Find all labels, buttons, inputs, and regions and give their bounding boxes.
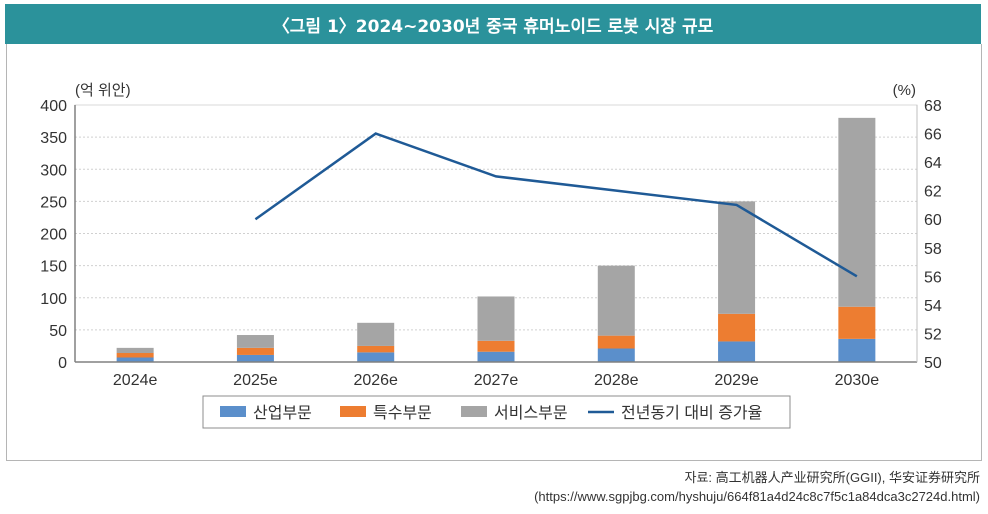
bar-segment: [116, 353, 154, 358]
y-left-tick-label: 50: [49, 323, 67, 340]
bar-segment: [236, 354, 274, 362]
x-tick-label: 2026e: [353, 372, 398, 389]
chart: (억 위안) (%) 0 50 100 150 200 250 300 350 400 50 52 5…: [40, 82, 942, 429]
growth-rate-line: [254, 132, 858, 278]
y-left-tick-label: 200: [40, 227, 67, 244]
source-citation: 자료: 高工机器人产业研究所(GGII), 华安证券研究所: [684, 470, 980, 485]
bar-segment: [718, 313, 756, 342]
y-left-tick-label: 250: [40, 194, 67, 211]
y-right-tick-label: 66: [924, 127, 942, 144]
y-left-tick-label: 300: [40, 162, 67, 179]
y-left-tick-label: 350: [40, 130, 67, 147]
y-right-tick-label: 60: [924, 212, 942, 229]
bar-segment: [357, 352, 395, 362]
y-right-tick-label: 68: [924, 98, 942, 115]
bar-segment: [597, 335, 635, 349]
y-left-tick-label: 0: [58, 355, 67, 372]
y-left-tick-label: 150: [40, 259, 67, 276]
figure-title: 〈그림 1〉2024~2030년 중국 휴머노이드 로봇 시장 규모: [5, 4, 981, 44]
legend-swatch: [220, 406, 246, 417]
x-tick-label: 2029e: [714, 372, 759, 389]
bar-segment: [357, 345, 395, 353]
y-right-tick-label: 52: [924, 326, 942, 343]
bar-segment: [838, 338, 876, 362]
legend-box: [202, 395, 791, 429]
bar-segment: [357, 322, 395, 346]
bar-segment: [718, 201, 756, 314]
legend-label: 전년동기 대비 증가율: [621, 404, 762, 422]
x-tick-label: 2024e: [113, 372, 158, 389]
bar-segment: [718, 341, 756, 362]
y-left-tick-label: 100: [40, 291, 67, 308]
x-tick-label: 2027e: [474, 372, 519, 389]
legend-label: 서비스부문: [494, 404, 568, 422]
x-tick-label: 2030e: [835, 372, 880, 389]
legend-label: 특수부문: [373, 404, 432, 422]
bar-segment: [597, 348, 635, 362]
legend-swatch: [340, 406, 366, 417]
y-right-tick-label: 64: [924, 155, 942, 172]
y-right-tick-label: 54: [924, 298, 942, 315]
bar-segment: [236, 347, 274, 355]
y-right-tick-label: 58: [924, 241, 942, 258]
x-tick-label: 2025e: [233, 372, 278, 389]
bar-segment: [477, 296, 515, 341]
bar-segment: [597, 265, 635, 336]
bar-segment: [838, 117, 876, 307]
y-right-tick-label: 50: [924, 355, 942, 372]
y-left-tick-label: 400: [40, 98, 67, 115]
right-axis-unit: (%): [893, 82, 916, 99]
bar-segment: [116, 347, 154, 354]
legend-label: 산업부문: [253, 404, 312, 422]
legend-swatch: [461, 406, 487, 417]
bar-segment: [838, 306, 876, 339]
source-url: (https://www.sgpjbg.com/hyshuju/664f81a4…: [534, 489, 980, 504]
bar-segment: [236, 335, 274, 348]
x-tick-label: 2028e: [594, 372, 639, 389]
bar-segment: [477, 340, 515, 352]
bar-segment: [116, 357, 154, 362]
bar-segment: [477, 351, 515, 362]
y-right-tick-label: 56: [924, 269, 942, 286]
chart-frame: [6, 44, 982, 461]
left-axis-unit: (억 위안): [75, 82, 131, 99]
y-right-tick-label: 62: [924, 184, 942, 201]
